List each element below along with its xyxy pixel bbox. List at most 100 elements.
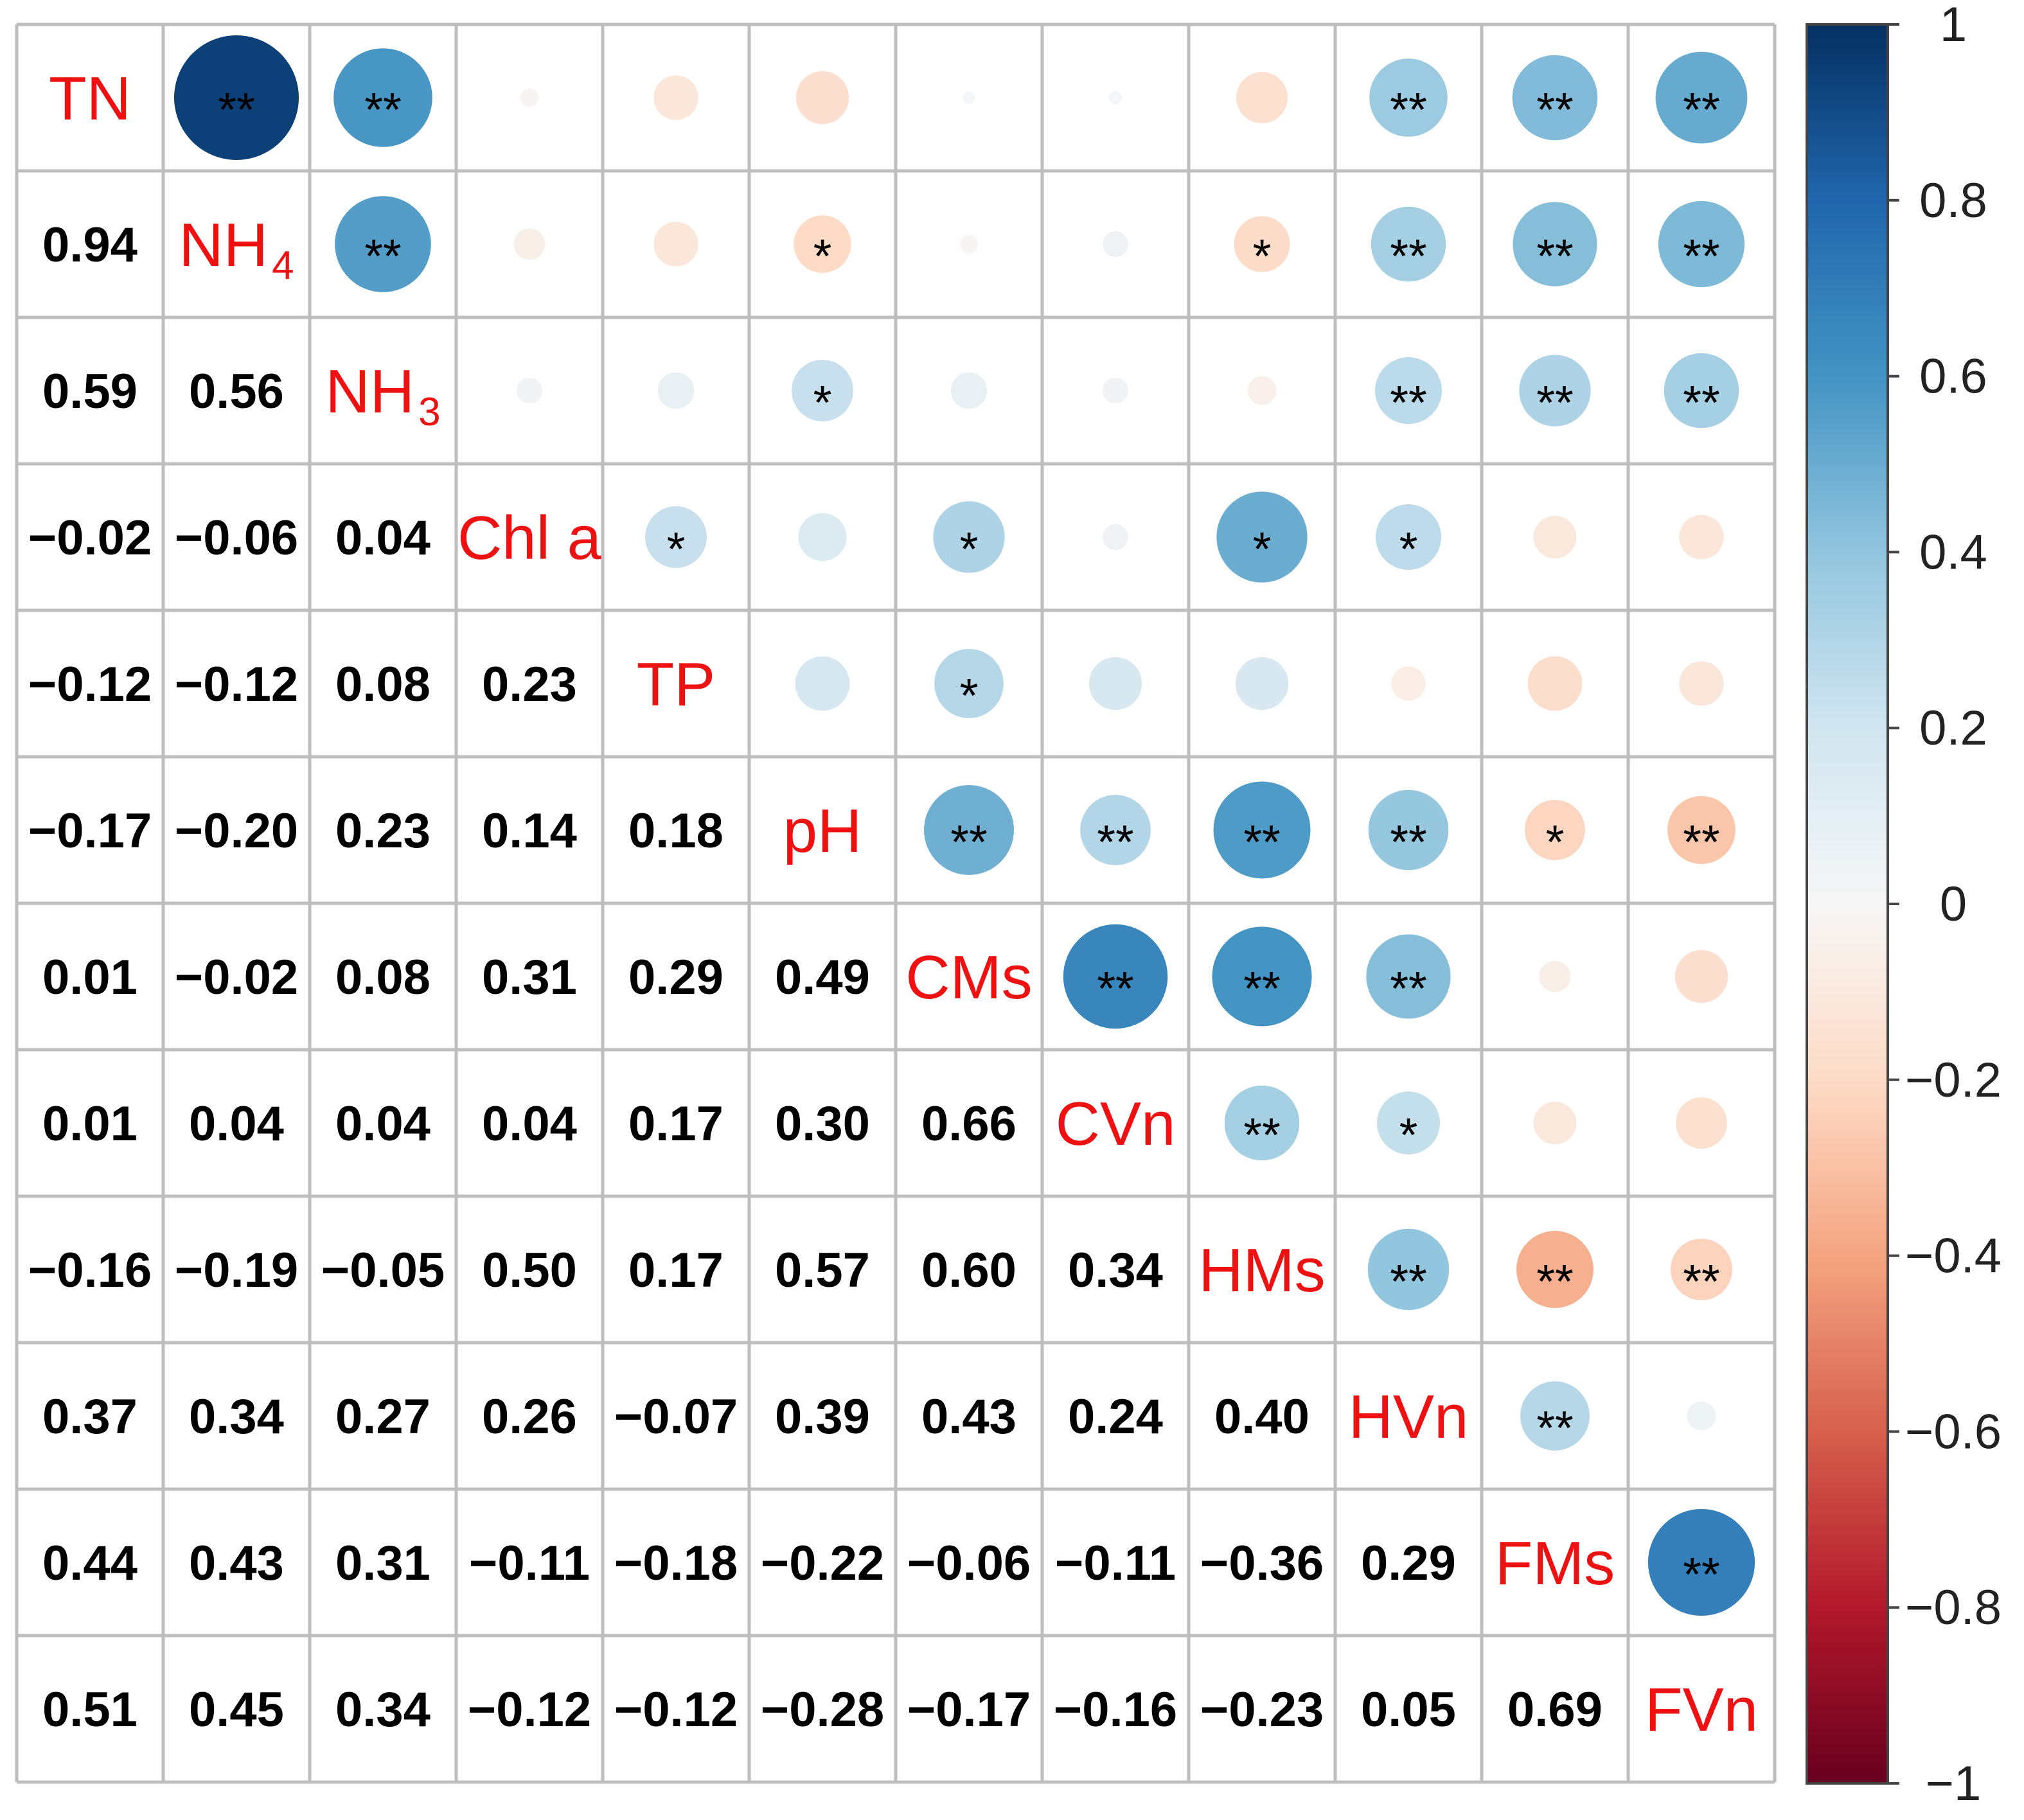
colorbar-tick-label: −1 bbox=[1926, 1756, 1982, 1811]
correlation-circle bbox=[1391, 666, 1426, 701]
correlation-value-label: 0.31 bbox=[482, 950, 577, 1005]
correlation-value-label: −0.36 bbox=[1200, 1536, 1324, 1591]
significance-marker: ** bbox=[1097, 962, 1134, 1015]
correlation-value-label: −0.16 bbox=[1054, 1683, 1177, 1737]
correlation-value-label: 0.66 bbox=[921, 1097, 1016, 1151]
variable-label-base: HMs bbox=[1198, 1236, 1325, 1305]
correlation-circle bbox=[1368, 790, 1449, 870]
significance-marker: ** bbox=[1683, 229, 1720, 283]
correlation-value-label: 0.01 bbox=[42, 1097, 138, 1151]
colorbar-tick-label: −0.2 bbox=[1905, 1053, 2002, 1108]
correlation-value-label: −0.18 bbox=[614, 1536, 738, 1591]
correlation-value-label: −0.07 bbox=[614, 1390, 738, 1444]
correlation-value-label: −0.20 bbox=[175, 804, 298, 858]
correlation-circle bbox=[795, 656, 850, 711]
correlation-circle bbox=[1236, 72, 1288, 123]
variable-label: NH4 bbox=[179, 211, 294, 288]
correlation-circle bbox=[1655, 51, 1748, 144]
correlation-value-label: −0.11 bbox=[469, 1536, 590, 1591]
variable-label-subscript: 4 bbox=[272, 243, 294, 288]
correlation-circle bbox=[1647, 1508, 1755, 1616]
correlation-circle bbox=[795, 71, 849, 125]
correlation-value-label: 0.43 bbox=[921, 1390, 1016, 1444]
significance-marker: ** bbox=[1390, 1255, 1427, 1308]
correlation-value-label: −0.22 bbox=[761, 1536, 884, 1591]
correlation-value-label: −0.28 bbox=[761, 1683, 884, 1737]
correlation-circle bbox=[1103, 231, 1128, 257]
correlation-value-label: −0.16 bbox=[28, 1243, 152, 1298]
significance-marker: * bbox=[960, 669, 979, 722]
significance-marker: * bbox=[1546, 815, 1565, 869]
correlation-circle bbox=[1519, 355, 1591, 427]
correlation-circle bbox=[792, 360, 853, 421]
correlation-value-label: −0.12 bbox=[175, 657, 298, 712]
variable-label-base: FMs bbox=[1495, 1529, 1615, 1598]
correlation-circle bbox=[1527, 656, 1583, 711]
colorbar-tick-label: 0.4 bbox=[1919, 525, 1987, 579]
correlation-value-label: 0.57 bbox=[775, 1243, 870, 1298]
correlation-circle bbox=[513, 228, 546, 260]
correlation-circle bbox=[1366, 934, 1451, 1019]
correlation-value-label: 0.39 bbox=[775, 1390, 870, 1444]
colorbar-tick-label: −0.4 bbox=[1905, 1229, 2002, 1284]
correlation-circle bbox=[1679, 515, 1724, 560]
variable-label-base: pH bbox=[783, 797, 862, 865]
correlation-value-label: 0.31 bbox=[335, 1536, 431, 1591]
variable-label: FMs bbox=[1495, 1529, 1615, 1598]
significance-marker: ** bbox=[1390, 815, 1427, 869]
correlation-circle bbox=[1377, 1091, 1440, 1154]
correlation-value-label: 0.37 bbox=[42, 1390, 138, 1444]
significance-marker: ** bbox=[1536, 229, 1574, 283]
correlation-value-label: 0.08 bbox=[335, 657, 431, 712]
correlation-circle bbox=[1224, 1085, 1300, 1161]
correlation-circle bbox=[950, 372, 988, 409]
correlation-circle bbox=[1679, 661, 1724, 706]
correlation-circle bbox=[657, 372, 695, 409]
correlation-value-label: 0.04 bbox=[335, 511, 431, 565]
correlation-value-label: −0.17 bbox=[907, 1683, 1031, 1737]
correlation-value-label: 0.34 bbox=[189, 1390, 284, 1444]
variable-label: HVn bbox=[1349, 1383, 1469, 1451]
significance-marker: * bbox=[1399, 1108, 1418, 1162]
significance-marker: * bbox=[813, 229, 832, 283]
variable-label-base: NH bbox=[325, 357, 414, 426]
significance-marker: ** bbox=[1243, 962, 1281, 1015]
variable-label: NH3 bbox=[325, 357, 440, 434]
colorbar-tick-label: 1 bbox=[1940, 0, 1967, 52]
correlation-circle bbox=[1235, 657, 1289, 711]
correlation-circle bbox=[1512, 55, 1598, 141]
significance-marker: ** bbox=[364, 229, 402, 283]
correlation-circle bbox=[1533, 515, 1577, 559]
correlation-circle bbox=[1525, 800, 1585, 860]
correlation-circle bbox=[645, 506, 707, 568]
correlation-circle bbox=[798, 513, 847, 561]
correlation-circle bbox=[1080, 795, 1151, 865]
significance-marker: * bbox=[1399, 522, 1418, 576]
significance-marker: * bbox=[667, 522, 686, 576]
correlation-circle bbox=[1367, 1228, 1450, 1311]
correlation-value-label: −0.12 bbox=[614, 1683, 738, 1737]
variable-label: TN bbox=[49, 64, 131, 133]
correlation-circle bbox=[520, 88, 539, 107]
correlation-value-label: 0.56 bbox=[189, 364, 284, 419]
correlation-circle bbox=[1247, 376, 1277, 405]
correlation-circle bbox=[1103, 524, 1128, 550]
variable-label: FVn bbox=[1645, 1675, 1758, 1744]
colorbar-tick-label: −0.8 bbox=[1905, 1580, 2002, 1635]
correlation-value-label: 0.24 bbox=[1068, 1390, 1163, 1444]
correlation-value-label: 0.04 bbox=[189, 1097, 284, 1151]
correlation-value-label: 0.60 bbox=[921, 1243, 1016, 1298]
variable-label-base: TP bbox=[637, 650, 716, 719]
correlation-value-label: 0.26 bbox=[482, 1390, 577, 1444]
variable-label-base: CVn bbox=[1056, 1090, 1176, 1158]
colorbar-tick-label: 0.8 bbox=[1919, 173, 1987, 228]
correlation-value-label: 0.40 bbox=[1214, 1390, 1309, 1444]
correlation-value-label: 0.34 bbox=[335, 1683, 431, 1737]
correlation-value-label: 0.69 bbox=[1507, 1683, 1602, 1737]
correlation-circle bbox=[1216, 491, 1308, 583]
correlation-value-label: −0.06 bbox=[907, 1536, 1031, 1591]
correlation-value-label: −0.02 bbox=[28, 511, 152, 565]
correlation-value-label: 0.51 bbox=[42, 1683, 138, 1737]
correlation-value-label: 0.94 bbox=[42, 218, 138, 272]
